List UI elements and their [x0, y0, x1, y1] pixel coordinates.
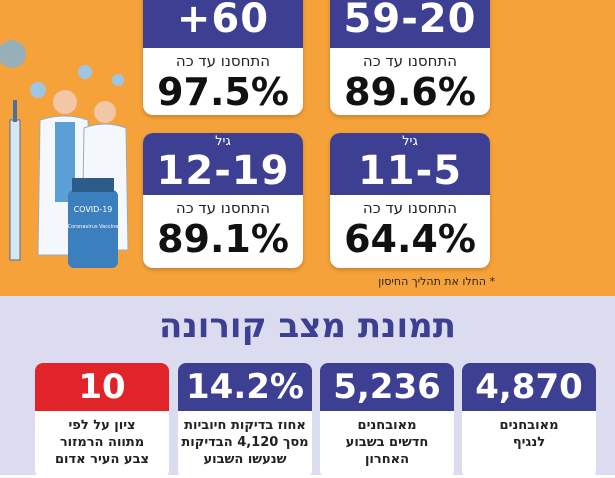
stat-line: מסך 4,120 הבדיקות: [181, 435, 309, 450]
stat-box: 5,236 מאובחנים חדשים בשבוע האחרון: [320, 363, 454, 478]
age-card: גיל 11-5 התחסנו עד כה 64.4%: [330, 133, 490, 268]
stat-line: ציון על לפי: [68, 418, 136, 433]
age-card: גיל 12-19 התחסנו עד כה 89.1%: [143, 133, 303, 268]
age-label: גיל: [402, 134, 418, 149]
vaccinated-value: 64.4%: [344, 217, 476, 261]
stat-line: האחרון: [364, 452, 410, 467]
card-header: 59-20: [330, 0, 490, 48]
stat-line: מתווה הרמזור: [59, 435, 145, 450]
stat-line: מאובחנים: [357, 418, 417, 433]
age-range: +60: [176, 0, 270, 42]
age-card: 59-20 התחסנו עד כה 89.6%: [330, 0, 490, 115]
card-header: גיל 11-5: [330, 133, 490, 195]
stat-line: צבע העיר אדום: [55, 452, 149, 467]
vaccinated-value: 89.1%: [157, 217, 289, 261]
caption: התחסנו עד כה: [362, 52, 458, 70]
stat-value: 14.2%: [178, 363, 312, 411]
age-range: 11-5: [357, 148, 463, 194]
stat-value: 5,236: [320, 363, 454, 411]
card-header: גיל 12-19: [143, 133, 303, 195]
age-range: 12-19: [156, 148, 290, 194]
section-title: תמונת מצב קורונה: [159, 306, 456, 346]
vaccinated-value: 89.6%: [344, 70, 476, 114]
stat-line: אחוז בדיקות חיוביות: [184, 418, 306, 433]
stat-text: ציון על לפי מתווה הרמזור צבע העיר אדום: [35, 411, 169, 468]
stat-line: שנעשו השבוע: [203, 452, 287, 467]
stat-box: 4,870 מאובחנים לנגיף: [462, 363, 596, 478]
caption: התחסנו עד כה: [175, 199, 271, 217]
stat-text: מאובחנים חדשים בשבוע האחרון: [320, 411, 454, 468]
vaccinated-value: 97.5%: [157, 70, 289, 114]
caption: התחסנו עד כה: [175, 52, 271, 70]
illustration: COVID-19 Coronavirus Vaccine: [0, 40, 129, 268]
age-range: 59-20: [343, 0, 477, 42]
vial-text: Coronavirus Vaccine: [68, 224, 119, 230]
stat-text: מאובחנים לנגיף: [462, 411, 596, 451]
caption: התחסנו עד כה: [362, 199, 458, 217]
stat-line: מאובחנים: [499, 418, 559, 433]
age-card: +60 התחסנו עד כה 97.5%: [143, 0, 303, 115]
card-header: +60: [143, 0, 303, 48]
stat-text: אחוז בדיקות חיוביות מסך 4,120 הבדיקות שנעש…: [178, 411, 312, 468]
stat-value: 4,870: [462, 363, 596, 411]
stat-line: חדשים בשבוע: [345, 435, 429, 450]
stat-value: 10: [35, 363, 169, 411]
age-label: גיל: [215, 134, 231, 149]
stat-line: לנגיף: [512, 435, 546, 450]
vial-label: COVID-19: [74, 205, 113, 214]
stat-box: 14.2% אחוז בדיקות חיוביות מסך 4,120 הבדיקו…: [178, 363, 312, 478]
footnote: * החלו את תהליך החיסון: [378, 275, 495, 288]
stat-box: 10 ציון על לפי מתווה הרמזור צבע העיר אדום: [35, 363, 169, 478]
